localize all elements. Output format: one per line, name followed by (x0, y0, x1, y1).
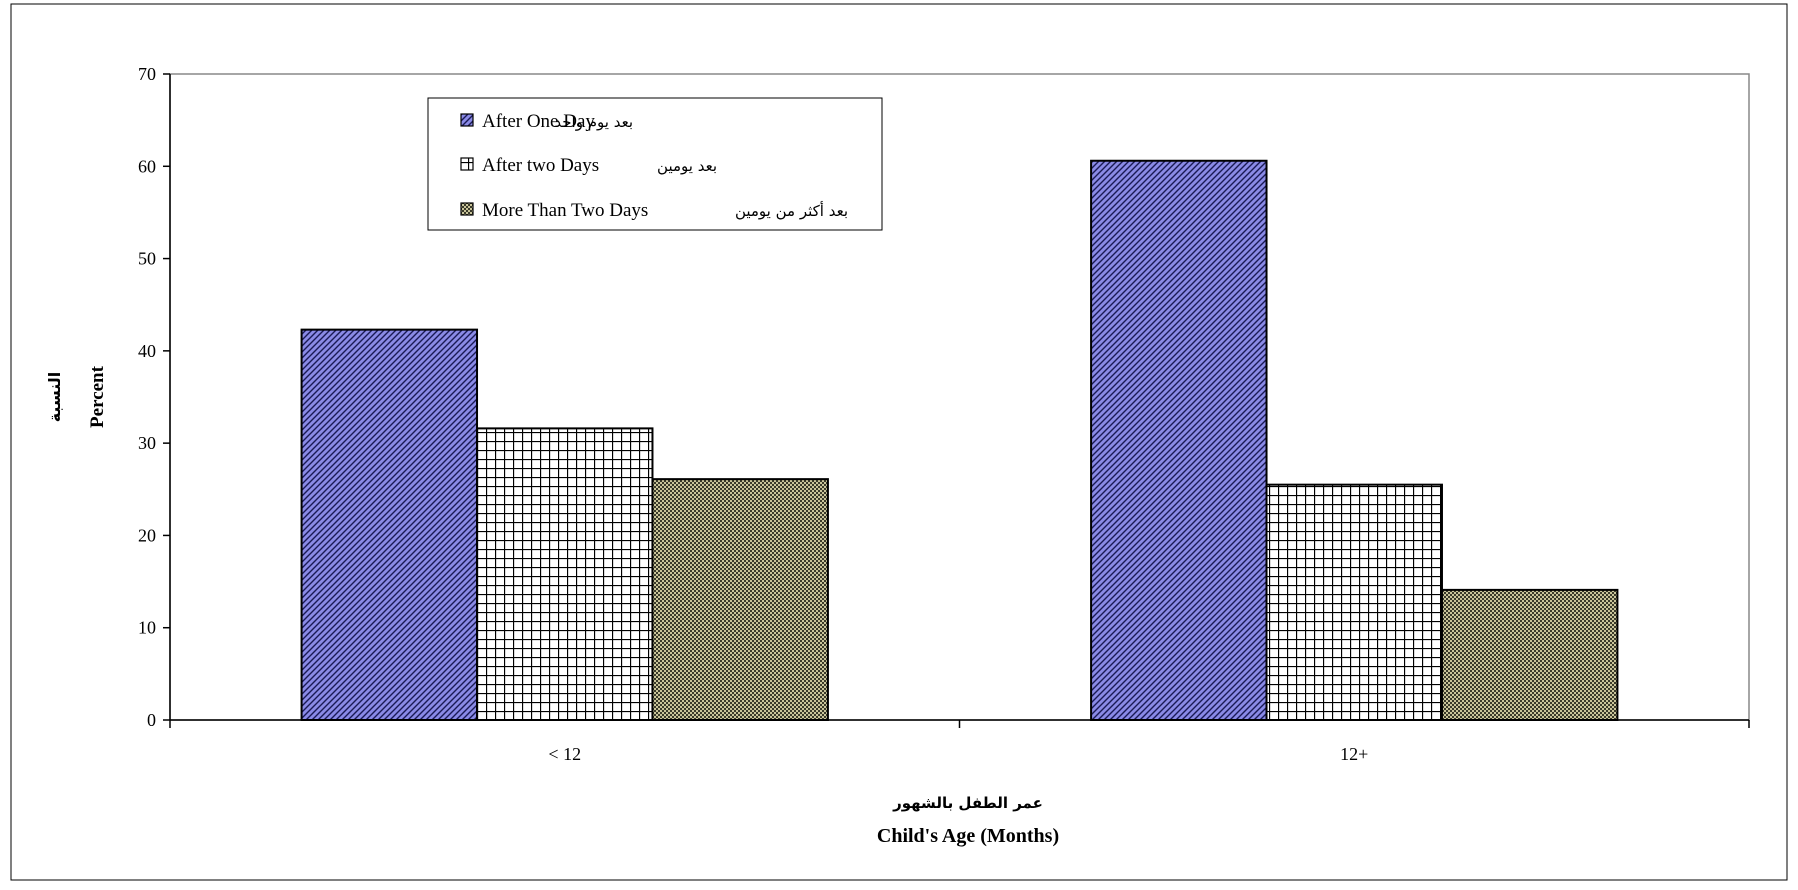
bar-more-than-two-days-0 (651, 478, 829, 721)
bar-after-two-days-0 (476, 427, 654, 721)
bar-after-one-day-1 (1090, 159, 1268, 721)
legend-swatch-after-two-days (460, 157, 474, 171)
y-tick-label: 50 (138, 249, 156, 269)
y-axis-title: النسبة Percent (45, 365, 108, 428)
y-tick-label: 20 (138, 525, 156, 545)
legend-label-after-two-days: After two Days (482, 155, 599, 176)
legend-swatch-after-one-day (460, 113, 474, 127)
bar-after-one-day-0 (300, 328, 479, 721)
y-axis-title-english: Percent (87, 365, 108, 428)
y-axis-title-arabic: النسبة (45, 372, 64, 423)
y-tick-label: 40 (138, 341, 156, 361)
y-axis: 0 10 20 30 40 50 60 70 (138, 64, 171, 730)
y-tick-label: 70 (138, 64, 156, 84)
x-axis: < 12 12+ (169, 719, 1750, 764)
y-tick-label: 10 (138, 618, 156, 638)
bar-after-two-days-1 (1265, 483, 1443, 721)
legend-swatch-more-than-two-days (460, 202, 474, 216)
legend-label-ar-after-two-days: بعد يومين (657, 157, 717, 175)
bar-more-than-two-days-1 (1440, 588, 1619, 721)
legend-label-more-than-two-days: More Than Two Days (482, 200, 648, 221)
y-tick-label: 0 (147, 710, 156, 730)
y-tick-label: 60 (138, 156, 156, 176)
legend: After One Day بعد يوم واحد After two Day… (427, 97, 883, 231)
bars-group (300, 159, 1619, 721)
x-axis-title-arabic: عمر الطفل بالشهور (892, 794, 1043, 812)
legend-item-more-than-two-days: More Than Two Days بعد أكثر من يومين (460, 200, 848, 221)
legend-box (427, 97, 883, 231)
legend-label-ar-more-than-two-days: بعد أكثر من يومين (735, 201, 848, 220)
legend-label-ar-after-one-day: بعد يوم واحد (554, 113, 633, 131)
x-tick-label: 12+ (1340, 744, 1368, 764)
legend-label-after-one-day: After One Day (482, 111, 595, 132)
chart-frame (10, 3, 1788, 881)
x-tick-label: < 12 (548, 744, 581, 764)
x-axis-title-english: Child's Age (Months) (877, 825, 1059, 847)
legend-item-after-two-days: After two Days بعد يومين (460, 155, 717, 176)
y-tick-label: 30 (138, 433, 156, 453)
legend-item-after-one-day: After One Day بعد يوم واحد (460, 111, 633, 132)
